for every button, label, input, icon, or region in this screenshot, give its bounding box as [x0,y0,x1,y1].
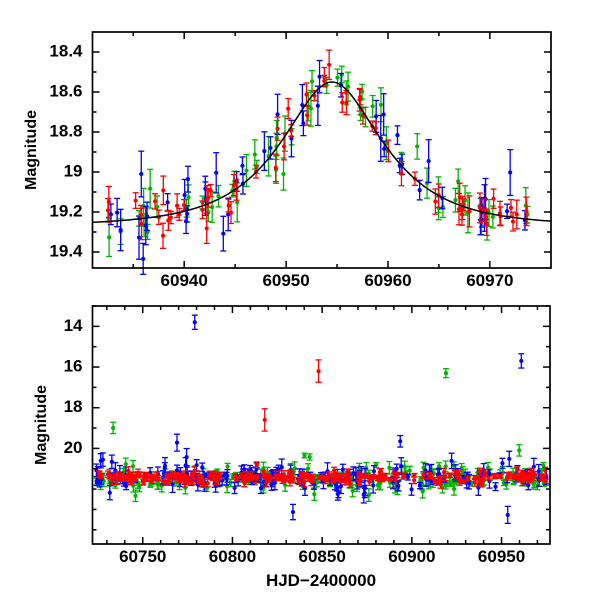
svg-text:16: 16 [64,357,83,376]
svg-text:60950: 60950 [262,271,309,290]
svg-text:Magnitude: Magnitude [33,385,50,465]
svg-text:60900: 60900 [388,547,435,566]
svg-text:60950: 60950 [478,547,525,566]
svg-text:19.4: 19.4 [49,241,83,260]
svg-text:HJD−2400000: HJD−2400000 [266,571,376,590]
svg-text:19: 19 [64,161,83,180]
svg-text:60850: 60850 [299,547,346,566]
svg-text:18.8: 18.8 [49,121,82,140]
svg-text:20: 20 [64,438,83,457]
svg-text:60960: 60960 [364,271,411,290]
svg-text:Magnitude: Magnitude [23,110,40,190]
svg-text:18: 18 [64,397,83,416]
svg-text:60970: 60970 [466,271,513,290]
svg-text:18.4: 18.4 [49,41,83,60]
svg-text:18.6: 18.6 [49,81,82,100]
svg-text:60750: 60750 [119,547,166,566]
svg-text:19.2: 19.2 [49,201,82,220]
svg-text:60940: 60940 [161,271,208,290]
svg-text:14: 14 [64,316,83,335]
svg-text:60800: 60800 [209,547,256,566]
